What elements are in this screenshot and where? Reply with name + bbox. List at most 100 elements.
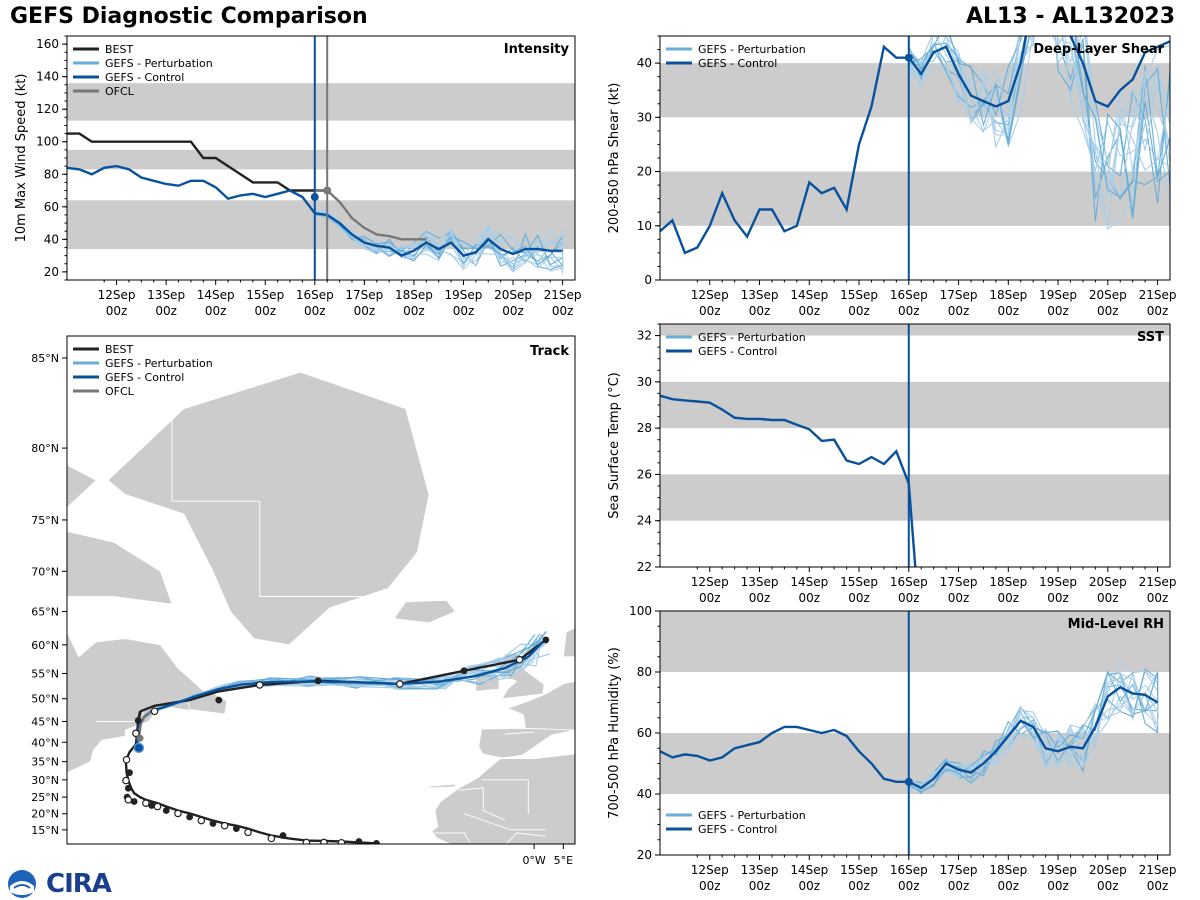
track-best-point-open [302, 838, 311, 844]
rh-xtick-label-hour: 00z [898, 879, 920, 893]
sst-frame [659, 323, 1171, 568]
track-lat-label: 25°N [31, 791, 59, 804]
shear-xtick-label-day: 19Sep [1039, 288, 1077, 302]
intensity-title: Intensity [504, 42, 570, 57]
sst-xtick-label-day: 16Sep [890, 575, 928, 589]
track-best-point [232, 825, 240, 832]
shear-legend-label: GEFS - Control [698, 57, 777, 70]
shear-xtick-label-day: 18Sep [989, 288, 1027, 302]
rh-ytick-label: 100 [629, 604, 652, 618]
shear-xtick-label-hour: 00z [948, 304, 970, 318]
track-legend-label: GEFS - Perturbation [105, 357, 213, 370]
intensity-ylabel: 10m Max Wind Speed (kt) [14, 74, 29, 243]
rh-xtick-label-day: 19Sep [1039, 863, 1077, 877]
shear-perturbation-line [908, 36, 1170, 227]
sst-xtick-label-day: 13Sep [741, 575, 779, 589]
track-best-point-open [197, 816, 206, 825]
track-map-area [67, 358, 575, 844]
shear-xtick-label-hour: 00z [1097, 304, 1119, 318]
track-lat-label: 60°N [31, 639, 59, 652]
track-best-point-open [220, 821, 229, 830]
track-lat-label: 40°N [31, 736, 59, 749]
track-lat-label: 35°N [31, 756, 59, 769]
intensity-xtick-label-hour: 00z [502, 304, 524, 318]
track-lat-label: 85°N [31, 352, 59, 365]
intensity-xtick-label-day: 13Sep [147, 288, 185, 302]
intensity-perturbation-line [314, 212, 564, 269]
shear-perturbation-line [908, 36, 1170, 165]
track-best-point-open [132, 729, 140, 738]
track-best-point-open [244, 828, 252, 837]
shear-xtick-label-hour: 00z [998, 304, 1020, 318]
sst-ytick-label: 30 [637, 375, 652, 389]
track-lat-label: 55°N [31, 667, 59, 680]
rh-xtick-label-day: 21Sep [1139, 863, 1177, 877]
shear-perturbation-line [908, 36, 1170, 231]
intensity-xtick-label-day: 20Sep [494, 288, 532, 302]
rh-xtick-label-day: 15Sep [840, 863, 878, 877]
sst-xtick-label-day: 18Sep [989, 575, 1027, 589]
shear-perturbation-line [908, 36, 1170, 219]
shear-xtick-label-day: 15Sep [840, 288, 878, 302]
logo-text: CIRA [46, 869, 112, 899]
intensity-xtick-label-hour: 00z [205, 304, 227, 318]
sst-xtick-label-hour: 00z [1097, 591, 1119, 605]
track-best-point [460, 667, 468, 675]
track-control-start [133, 742, 145, 754]
track-best-point [314, 677, 322, 685]
rh-title: Mid-Level RH [1068, 617, 1164, 632]
track-panel: 15°N 20°N 25°N 30°N 35°N 40°N 45°N 50°N 55°N 60°N… [31, 335, 576, 867]
sst-ylabel: Sea Surface Temp (°C) [607, 372, 622, 519]
sst-panel: 22 24 26 28 30 32 12Sep 00z 13Sep 00z 14Sep 00z 15Se… [607, 323, 1177, 605]
intensity-xtick-label-hour: 00z [403, 304, 425, 318]
shear-title: Deep-Layer Shear [1033, 42, 1164, 57]
noaa-logo-icon [8, 870, 36, 898]
shear-legend-label: GEFS - Perturbation [698, 43, 806, 56]
shear-xtick-label-hour: 00z [749, 304, 771, 318]
intensity-xtick-label-day: 14Sep [197, 288, 235, 302]
intensity-perturbation-line [314, 211, 564, 274]
sst-xtick-label-hour: 00z [1147, 591, 1169, 605]
intensity-ytick-label: 160 [36, 37, 59, 51]
intensity-line-ofcl [314, 189, 427, 241]
sst-legend-label: GEFS - Control [698, 345, 777, 358]
rh-xtick-label-day: 18Sep [989, 863, 1027, 877]
rh-band-1 [660, 611, 1170, 672]
shear-ylabel: 200-850 hPa Shear (kt) [607, 83, 622, 234]
intensity-ytick-label: 140 [36, 70, 59, 84]
intensity-xtick-label-hour: 00z [106, 304, 128, 318]
border-line [505, 832, 546, 844]
border-line [171, 358, 418, 597]
shear-xtick-label-hour: 00z [898, 304, 920, 318]
track-lon-label: 0°W [522, 854, 545, 867]
shear-band-0 [660, 171, 1170, 226]
track-lat-label: 80°N [31, 442, 59, 455]
track-best-point-open [150, 707, 159, 716]
track-best-point-open [122, 755, 131, 764]
shear-perturbation-line [908, 36, 1170, 226]
intensity-xtick-label-day: 21Sep [544, 288, 582, 302]
sst-band-0 [660, 474, 1170, 521]
track-best-point [148, 802, 156, 809]
shear-ytick-label: 0 [644, 273, 652, 287]
track-best-point [134, 717, 142, 724]
track-frame [66, 335, 576, 845]
track-best-point-open [267, 834, 276, 843]
rh-xtick-label-day: 20Sep [1089, 863, 1127, 877]
intensity-xtick-label-hour: 00z [155, 304, 177, 318]
intensity-panel: 20 40 60 80 100 120 140 160 12Sep 00z 13Sep 00z 14Se… [14, 35, 582, 318]
land-mass [67, 530, 173, 605]
rh-xtick-label-hour: 00z [848, 879, 870, 893]
intensity-ytick-label: 40 [44, 232, 59, 246]
rh-xtick-label-hour: 00z [998, 879, 1020, 893]
track-best-point [355, 838, 363, 844]
track-best-point-open [515, 655, 524, 664]
track-lat-label: 20°N [31, 808, 59, 821]
sst-band-2 [660, 324, 1170, 336]
shear-ytick-label: 40 [637, 56, 652, 70]
land-mass [506, 680, 575, 731]
shear-perturbation-line [908, 36, 1170, 222]
border-line [458, 787, 506, 821]
intensity-xtick-label-hour: 00z [354, 304, 376, 318]
land-mass [431, 753, 575, 844]
